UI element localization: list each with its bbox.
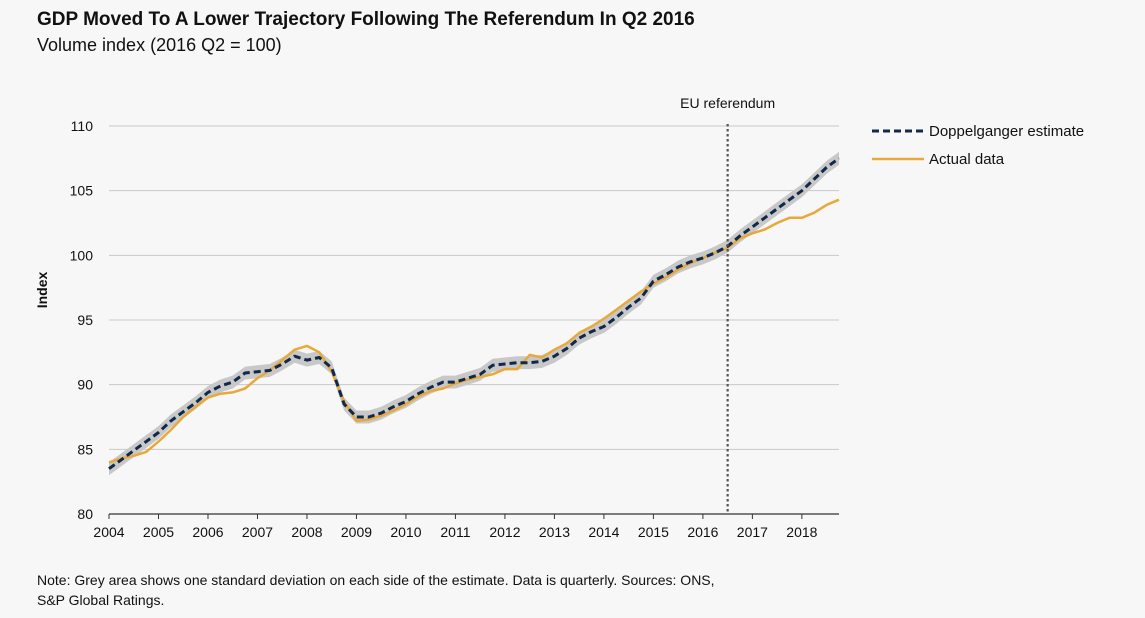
x-tick-label-2013: 2013 [539,524,570,540]
referendum-label: EU referendum [680,95,775,111]
x-tick-label-2006: 2006 [192,524,223,540]
gridlines [109,125,839,450]
x-tick-label-2015: 2015 [638,524,669,540]
x-tick-label-2009: 2009 [341,524,372,540]
x-tick-label-2005: 2005 [143,524,174,540]
x-axis: 2004 2005 2006 2007 2008 2009 2010 2011 2012 2013… [93,513,839,540]
series-lines [108,157,840,470]
x-tick-label-2004: 2004 [93,524,124,540]
x-tick-label-2016: 2016 [687,524,718,540]
footnote: Note: Grey area shows one standard devia… [37,570,837,610]
y-tick-label-85: 85 [77,441,93,457]
footnote-line-2: S&P Global Ratings. [37,592,165,608]
series-line-doppelganger-estimate [108,157,840,470]
y-tick-label-110: 110 [71,118,94,134]
x-tick-label-2007: 2007 [242,524,273,540]
x-tick-label-2017: 2017 [737,524,768,540]
line-chart: EU referendum 2004 2005 2006 2007 2008 2009 20… [34,95,1084,540]
legend-label-actual-data: Actual data [929,151,1005,168]
footnote-line-1: Note: Grey area shows one standard devia… [37,572,715,588]
x-tick-label-2014: 2014 [588,524,619,540]
legend-label-doppelganger-estimate: Doppelganger estimate [929,123,1084,140]
x-tick-label-2010: 2010 [390,524,421,540]
y-tick-label-90: 90 [77,377,93,393]
y-axis-title: Index [34,272,50,309]
x-tick-label-2008: 2008 [291,524,322,540]
x-tick-label-2011: 2011 [440,524,470,540]
legend: Doppelganger estimate Actual data [872,123,1084,168]
y-tick-label-95: 95 [77,312,93,328]
y-axis: 80 85 90 95 100 105 110 [70,118,94,522]
y-tick-label-100: 100 [70,247,94,263]
chart-title: GDP Moved To A Lower Trajectory Followin… [37,9,695,30]
x-tick-label-2012: 2012 [489,524,520,540]
chart-subtitle: Volume index (2016 Q2 = 100) [37,35,282,55]
x-tick-label-2018: 2018 [786,524,817,540]
y-tick-label-80: 80 [77,506,93,522]
y-tick-label-105: 105 [70,183,94,199]
std-dev-band [109,151,839,476]
